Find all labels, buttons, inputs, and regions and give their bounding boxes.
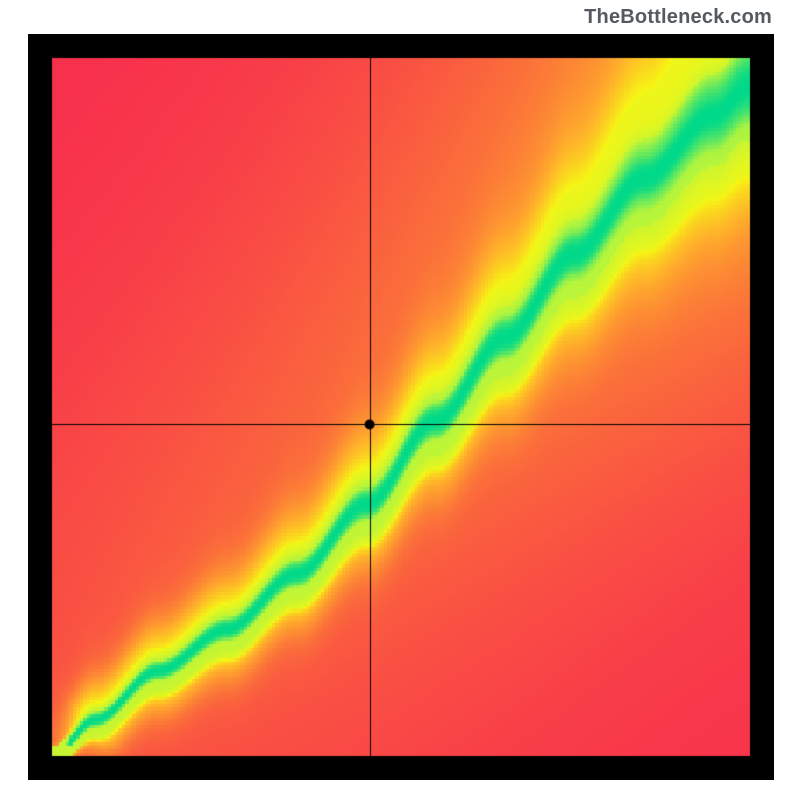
heatmap-canvas: [28, 34, 774, 780]
chart-container: TheBottleneck.com: [0, 0, 800, 800]
watermark-text: TheBottleneck.com: [584, 6, 772, 29]
chart-frame: [28, 34, 774, 780]
